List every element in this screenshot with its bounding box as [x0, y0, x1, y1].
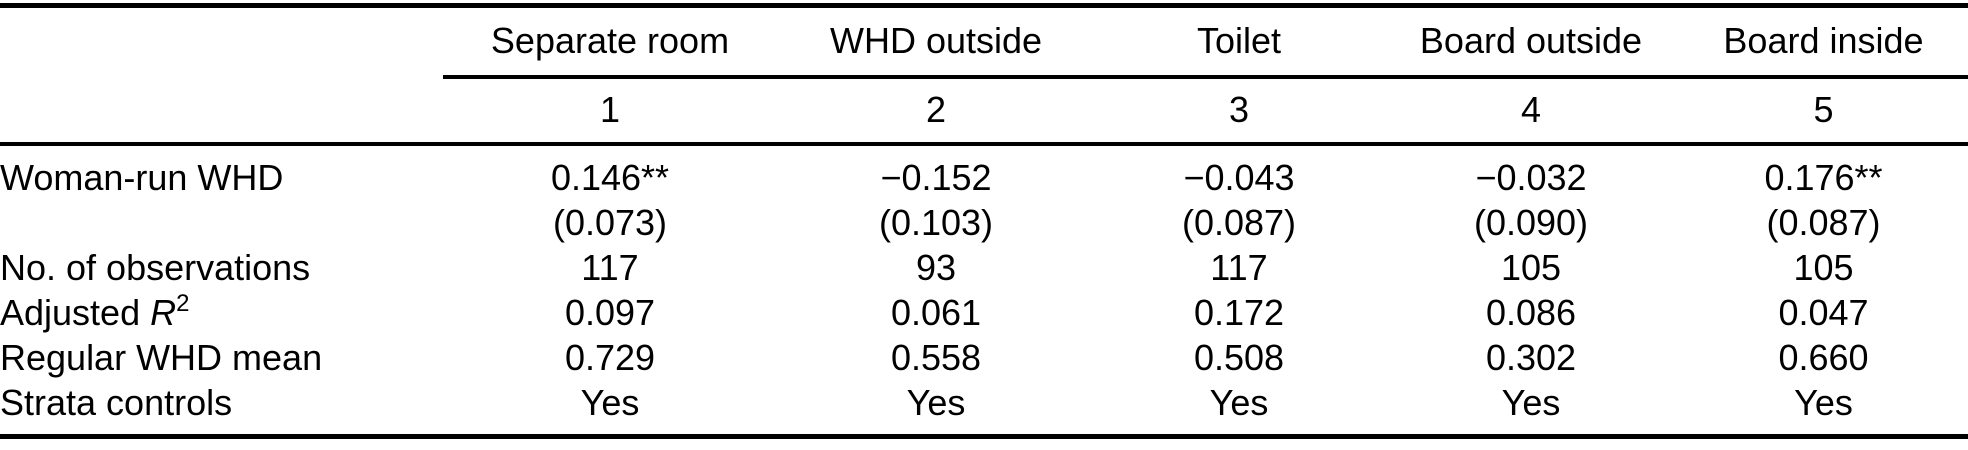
cell-observations: 105: [1500, 247, 1562, 288]
cell-strata-controls: Yes: [1209, 382, 1269, 423]
cell-strata-controls: Yes: [1794, 382, 1853, 423]
cell-strata-controls: Yes: [906, 382, 966, 423]
cell-adjusted-r2: 0.047: [1778, 292, 1869, 333]
adjusted-label-text: Adjusted: [0, 292, 151, 333]
cell-coefficient: −0.152: [880, 157, 992, 198]
cell-strata-controls: Yes: [580, 382, 640, 423]
cell-regular-whd-mean: 0.302: [1485, 337, 1577, 378]
r-symbol: R: [150, 292, 177, 333]
cell-observations: 117: [581, 247, 639, 288]
row-label-strata-controls: Strata controls: [0, 382, 233, 423]
cell-regular-whd-mean: 0.558: [890, 337, 982, 378]
cell-coefficient: 0.176**: [1764, 157, 1883, 198]
column-header-row: Separate room WHD outside Toilet Board o…: [0, 5, 1968, 79]
cell-standard-error: (0.103): [878, 202, 994, 243]
table-row-observations: No. of observations 117 93 117 105 105: [0, 246, 1968, 291]
cell-coefficient: 0.146**: [550, 157, 670, 198]
row-label-empty: [0, 201, 443, 246]
column-header-toilet: Toilet: [1095, 5, 1383, 79]
row-label-adjusted-r2: Adjusted R2: [0, 291, 443, 336]
table-row-standard-errors: (0.073) (0.103) (0.087) (0.090) (0.087): [0, 201, 1968, 246]
cell-regular-whd-mean: 0.508: [1193, 337, 1285, 378]
table-row-strata-controls: Strata controls Yes Yes Yes Yes Yes: [0, 381, 1968, 437]
r2-superscript: 2: [176, 290, 190, 317]
column-number-3: 3: [1095, 76, 1383, 146]
row-label-observations: No. of observations: [0, 247, 311, 288]
column-header-board-outside: Board outside: [1383, 5, 1679, 79]
row-label-woman-run-whd: Woman-run WHD: [0, 157, 284, 198]
cell-adjusted-r2: 0.086: [1485, 292, 1577, 333]
cell-adjusted-r2: 0.172: [1193, 292, 1285, 333]
regression-results-table: Separate room WHD outside Toilet Board o…: [0, 3, 1968, 439]
column-number-row: 1 2 3 4 5: [0, 76, 1968, 146]
cell-observations: 117: [1210, 247, 1268, 288]
cell-adjusted-r2: 0.097: [564, 292, 656, 333]
column-header-board-inside: Board inside: [1679, 5, 1968, 79]
row-label-regular-whd-mean: Regular WHD mean: [0, 337, 323, 378]
cell-regular-whd-mean: 0.660: [1778, 337, 1869, 378]
cell-standard-error: (0.090): [1473, 202, 1589, 243]
cell-strata-controls: Yes: [1501, 382, 1561, 423]
table-row-coefficient: Woman-run WHD 0.146** −0.152 −0.043 −0.0…: [0, 144, 1968, 201]
cell-standard-error: (0.073): [552, 202, 668, 243]
table-row-adjusted-r2: Adjusted R2 0.097 0.061 0.172 0.086 0.04…: [0, 291, 1968, 336]
column-header-whd-outside: WHD outside: [777, 5, 1095, 79]
corner-cell: [0, 76, 443, 146]
cell-standard-error: (0.087): [1181, 202, 1297, 243]
cell-regular-whd-mean: 0.729: [564, 337, 656, 378]
cell-coefficient: −0.043: [1183, 157, 1295, 198]
cell-standard-error: (0.087): [1766, 202, 1881, 243]
cell-observations: 105: [1793, 247, 1854, 288]
column-number-5: 5: [1679, 76, 1968, 146]
column-number-1: 1: [443, 76, 777, 146]
column-number-2: 2: [777, 76, 1095, 146]
column-header-separate-room: Separate room: [443, 5, 777, 79]
cell-coefficient: −0.032: [1475, 157, 1587, 198]
cell-observations: 93: [915, 247, 957, 288]
corner-cell: [0, 6, 443, 77]
cell-adjusted-r2: 0.061: [890, 292, 982, 333]
column-number-4: 4: [1383, 76, 1679, 146]
table-row-regular-whd-mean: Regular WHD mean 0.729 0.558 0.508 0.302…: [0, 336, 1968, 381]
